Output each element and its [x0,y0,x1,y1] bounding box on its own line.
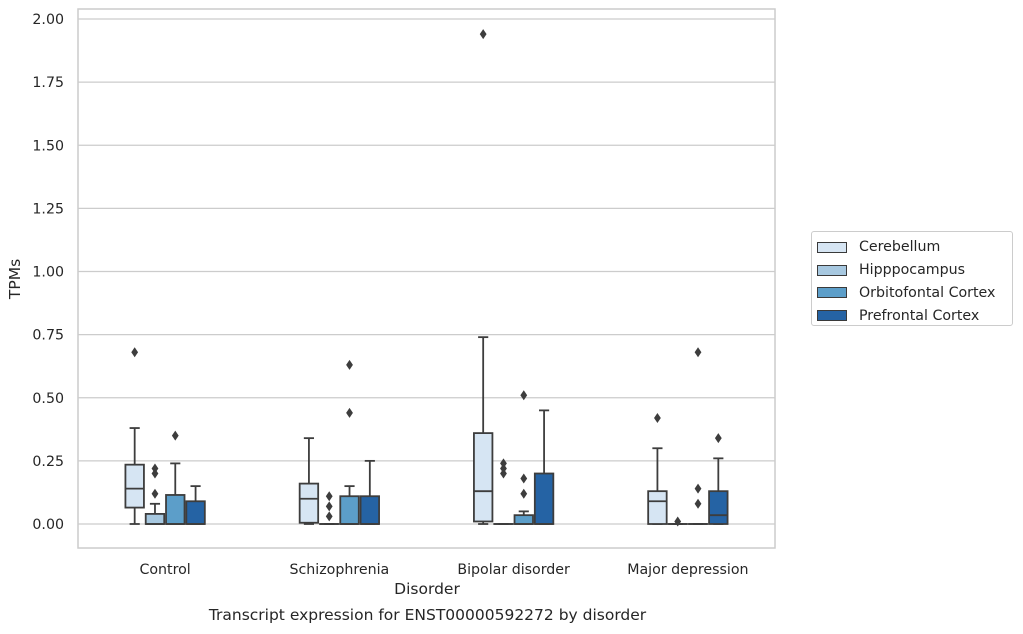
legend-swatch [817,287,847,299]
box-2-0 [165,430,186,525]
box-2-2 [513,390,534,525]
outlier-point [151,463,159,474]
outlier-point [674,516,682,527]
box-body [473,432,494,523]
box-body [647,490,668,525]
legend-swatch [817,310,847,322]
legend-item: Cerebellum [817,236,1012,259]
plot-frame [77,8,776,549]
box-3-1 [359,459,380,525]
box-body [124,463,145,509]
outlier-point [151,488,159,499]
y-tick-label: 0.25 [32,454,64,470]
y-tick-label: 1.25 [32,201,64,217]
x-tick-label: Control [139,562,190,578]
y-axis-label: TPMs [6,259,24,300]
x-tick-label: Major depression [627,562,748,578]
box-0-2 [473,29,494,525]
box-body [708,490,729,525]
y-tick-label: 1.75 [32,75,64,91]
box-body [144,513,166,525]
legend-swatch [817,264,847,276]
y-tick-label: 2.00 [32,12,64,28]
outlier-point [520,488,528,499]
outlier-point [694,498,702,509]
outlier-point [654,412,661,423]
box-body [513,514,534,525]
outlier-point [500,458,507,469]
outlier-point [346,407,353,418]
box-1-1 [319,491,340,525]
legend-swatch [817,241,847,253]
outlier-point [520,390,528,401]
box-body [339,495,360,525]
box-3-0 [185,485,206,525]
legend-item: Hipppocampus [817,259,1012,282]
outlier-point [520,473,528,484]
legend-label: Orbitofontal Cortex [859,284,996,301]
outlier-point [151,468,159,479]
box-body [298,482,320,524]
y-tick-label: 1.00 [32,265,64,281]
box-1-2 [493,458,514,525]
box-body [533,472,555,525]
legend-item: Orbitofontal Cortex [817,282,1012,305]
box-0-1 [298,437,320,525]
box-3-3 [708,433,729,525]
legend-label: Prefrontal Cortex [859,307,980,324]
box-1-0 [144,463,166,525]
y-tick-label: 0.50 [32,391,64,407]
box-body [165,494,186,525]
outlier-point [346,359,353,370]
outlier-point [479,29,487,40]
x-tick-label: Schizophrenia [290,562,390,578]
box-0-3 [647,412,668,525]
outlier-point [694,347,702,358]
box-3-2 [533,409,555,525]
outlier-point [131,347,139,358]
x-tick-label: Bipolar disorder [457,562,570,578]
legend: Cerebellum Hipppocampus Orbitofontal Cor… [811,231,1013,326]
legend-item: Prefrontal Cortex [817,304,1012,327]
outlier-point [714,433,722,444]
outlier-point [325,491,333,502]
outlier-point [325,511,333,522]
outlier-point [500,468,507,479]
box-0-0 [124,347,145,525]
outlier-point [500,463,507,474]
x-axis-label: Disorder [394,580,460,598]
y-tick-label: 1.50 [32,138,64,154]
axes: 0.00 0.25 0.50 0.75 1.00 1.25 1.50 1.75 2.00 Cont… [32,8,776,578]
outlier-point [171,430,179,441]
outlier-point [325,501,333,512]
box-1-3 [667,516,688,527]
box-2-1 [339,359,360,525]
box-body [185,500,206,525]
gridlines [78,18,775,525]
box-groups [124,29,729,527]
box-body [359,495,380,525]
legend-label: Hipppocampus [859,262,966,279]
y-tick-label: 0.00 [32,517,64,533]
legend-label: Cerebellum [859,239,941,256]
chart-caption: Transcript expression for ENST0000059227… [208,606,647,624]
box-2-3 [687,347,709,525]
outlier-point [694,483,702,494]
y-tick-label: 0.75 [32,328,64,344]
